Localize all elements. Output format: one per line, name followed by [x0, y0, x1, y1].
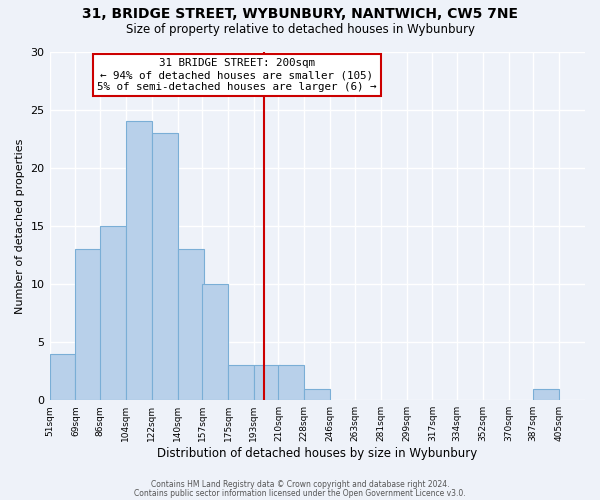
Bar: [228, 366, 254, 400]
Bar: [100, 226, 126, 400]
Bar: [304, 388, 330, 400]
Text: 31 BRIDGE STREET: 200sqm
← 94% of detached houses are smaller (105)
5% of semi-d: 31 BRIDGE STREET: 200sqm ← 94% of detach…: [97, 58, 377, 92]
Bar: [533, 388, 559, 400]
Text: Contains public sector information licensed under the Open Government Licence v3: Contains public sector information licen…: [134, 488, 466, 498]
Text: 31, BRIDGE STREET, WYBUNBURY, NANTWICH, CW5 7NE: 31, BRIDGE STREET, WYBUNBURY, NANTWICH, …: [82, 8, 518, 22]
Text: Contains HM Land Registry data © Crown copyright and database right 2024.: Contains HM Land Registry data © Crown c…: [151, 480, 449, 489]
Bar: [152, 133, 178, 400]
Text: Size of property relative to detached houses in Wybunbury: Size of property relative to detached ho…: [125, 22, 475, 36]
Y-axis label: Number of detached properties: Number of detached properties: [15, 138, 25, 314]
X-axis label: Distribution of detached houses by size in Wybunbury: Distribution of detached houses by size …: [157, 447, 478, 460]
Bar: [254, 366, 280, 400]
Bar: [178, 249, 203, 400]
Bar: [202, 284, 228, 400]
Bar: [50, 354, 76, 400]
Bar: [278, 366, 304, 400]
Bar: [76, 249, 101, 400]
Bar: [126, 121, 152, 400]
